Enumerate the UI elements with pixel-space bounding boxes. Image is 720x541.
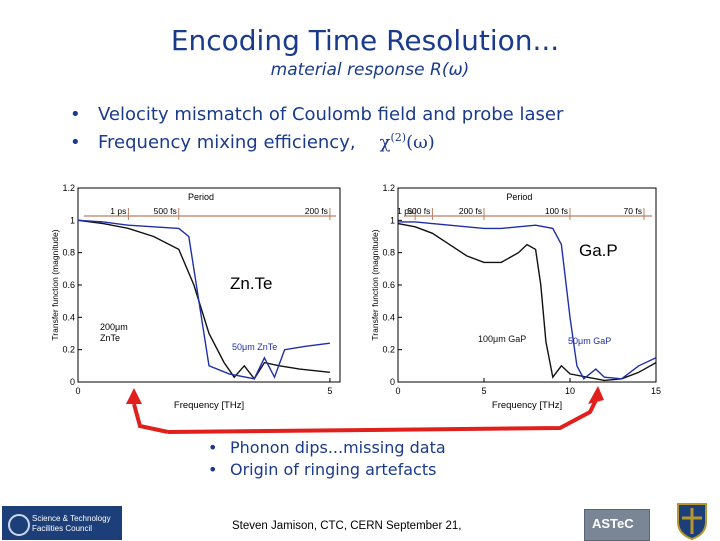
y-tick-label: 1.2 [62,183,75,193]
period-axis-title: Period [188,192,214,202]
y-tick-label: 0.6 [382,280,395,290]
period-tick-label: 70 fs [624,206,642,216]
x-tick-label: 5 [327,386,332,396]
series-line [77,219,330,380]
y-axis-label: Transfer function (magnitude) [50,229,60,340]
znte-chart: 0 0.2 0.4 0.6 0.8 1 1.2 0 5 Period 1 ps 500 fs 200 f… [50,183,341,411]
gap-chart-panel: 0 0.2 0.4 0.6 0.8 1 1.2 0 5 10 15 Period 1 ps 500 fs 2… [362,180,666,412]
period-axis-title: Period [506,192,532,202]
bullet-item: Velocity mismatch of Coulomb field and p… [70,104,563,125]
y-tick-label: 0.6 [62,280,75,290]
period-tick-label: 1 ps [110,206,126,216]
note-list: Phonon dips...missing data Origin of rin… [208,438,446,482]
series-line [398,221,657,380]
period-tick-label: 200 fs [459,206,482,216]
x-tick-label: 10 [565,386,575,396]
note-item: Origin of ringing artefacts [208,460,446,479]
period-tick-label: 200 fs [305,206,328,216]
annotation-200um: ZnTe [100,333,120,343]
chi-symbol: χ [379,132,391,153]
znte-panel-label: Zn.Te [230,274,273,293]
series-line [77,219,330,381]
y-tick-label: 0.4 [382,312,395,322]
y-axis-label: Transfer function (magnitude) [370,229,380,340]
annotation-200um: 200μm [100,322,128,332]
y-tick-label: 0.8 [382,248,395,258]
series-line [397,222,657,382]
y-tick-label: 0 [390,377,395,387]
stfc-logo-icon [8,514,30,536]
x-tick-label: 0 [75,386,80,396]
y-tick-label: 0 [70,377,75,387]
slide-subtitle: material response R(ω) [270,60,470,80]
university-crest-icon [677,503,707,540]
bullet-text: Velocity mismatch of Coulomb field and p… [98,104,564,125]
y-tick-label: 0.8 [62,248,75,258]
y-tick-label: 1 [70,215,75,225]
stfc-text-line: Science & Technology [32,514,111,523]
note-item: Phonon dips...missing data [208,438,446,457]
footer-author: Steven Jamison, CTC, CERN September 21, [232,520,462,532]
note-text: Phonon dips...missing data [230,438,446,457]
chi-argument: (ω) [406,132,435,153]
plot-area [397,187,657,383]
bullet-list: Velocity mismatch of Coulomb field and p… [70,104,563,159]
x-tick-label: 0 [395,386,400,396]
stfc-text-line: Facilities Council [32,524,93,533]
slide-title: Encoding Time Resolution... [170,24,560,57]
y-tick-label: 0.4 [62,312,75,322]
gap-panel-label: Ga.P [579,241,618,260]
bullet-item: Frequency mixing efficiency, χ(2)(ω) [70,131,563,153]
x-axis-label: Frequency [THz] [492,400,562,411]
note-text: Origin of ringing artefacts [230,460,437,479]
chi-expression: χ(2)(ω) [379,131,435,153]
bullet-text: Frequency mixing efficiency, [98,132,356,153]
y-tick-label: 0.2 [62,345,75,355]
znte-chart-panel: 0 0.2 0.4 0.6 0.8 1 1.2 0 5 Period 1 ps 500 fs 200 f… [50,180,342,412]
astec-logo-text: ASTeC [592,516,634,531]
x-tick-label: 5 [481,386,486,396]
stfc-logo-text: Science & Technology Facilities Council [32,514,111,534]
annotation-50um: 50μm ZnTe [232,342,277,352]
x-axis-label: Frequency [THz] [174,400,244,411]
y-tick-label: 1.2 [382,183,395,193]
y-tick-label: 1 [390,215,395,225]
x-tick-label: 15 [651,386,661,396]
chi-order: (2) [390,131,407,144]
plot-area [77,187,341,383]
period-tick-label: 500 fs [154,206,177,216]
annotation-50um: 50μm GaP [568,336,611,346]
period-tick-label: 500 fs [407,206,430,216]
annotation-100um: 100μm GaP [478,334,526,344]
y-tick-label: 0.2 [382,345,395,355]
period-tick-label: 1 ps [397,206,413,216]
period-tick-label: 100 fs [545,206,568,216]
